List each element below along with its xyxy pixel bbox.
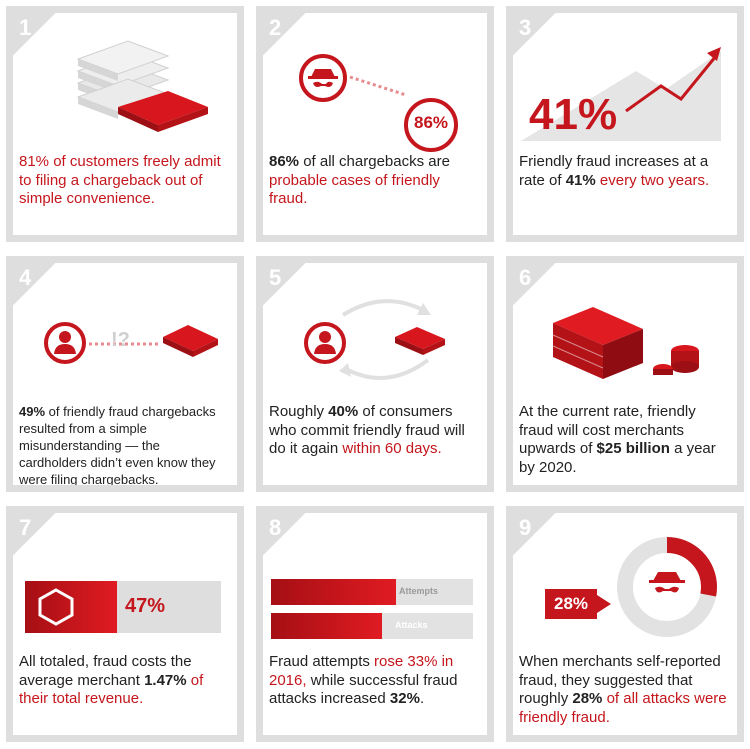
donut-value-label: 28% <box>553 594 589 613</box>
question-mark-label: !? <box>111 329 130 351</box>
box-icon <box>38 588 74 626</box>
stat-card-8: 8 Attempts Attacks Fraud attempts rose 3… <box>256 506 494 742</box>
card-number: 1 <box>19 15 32 40</box>
stat-highlight-text: of their total revenue. <box>19 671 204 708</box>
attempts-bar-label: Attempts <box>399 586 439 596</box>
stat-text: of consumers who commit friendly fraud w… <box>269 403 465 457</box>
cycle-arrows-icon <box>339 299 431 380</box>
stat-text: Friendly fraud increases at a rate of <box>519 153 709 189</box>
stat-text: All totaled, fraud costs the average mer… <box>19 653 192 689</box>
fraudster-icon <box>649 572 685 593</box>
growth-big-label: 41% <box>529 90 618 139</box>
connector-line <box>349 75 407 97</box>
stat-card-3: 3 41% Friendly fraud increases at a rate… <box>506 6 744 242</box>
stat-text: while successful fraud attacks increased <box>269 671 458 708</box>
user-icon <box>44 322 86 364</box>
stat-text: a year by 2020. <box>519 440 716 476</box>
card-number: 4 <box>19 265 32 290</box>
money-stack-icon <box>552 307 699 379</box>
stat-text: . <box>419 690 425 707</box>
stat-text: Roughly <box>269 403 329 420</box>
card-icon <box>395 327 445 355</box>
stat-highlight-text: rose 33% in 2016, <box>269 653 454 689</box>
stat-highlight-text: probable cases of friendly fraud. <box>269 171 440 208</box>
attempts-bar-track: Attempts <box>271 579 473 605</box>
card-number: 9 <box>519 515 532 540</box>
stat-card-2: 2 86% 86% of all chargebacks are probabl… <box>256 6 494 242</box>
donut-chart <box>617 537 717 637</box>
stat-text: of friendly fraud chargebacks resulted f… <box>19 404 216 487</box>
stat-text: When merchants self-reported fraud, they… <box>519 653 721 707</box>
badge-pointer <box>597 595 611 613</box>
card-text: Friendly fraud increases at a rate of 41… <box>519 153 731 190</box>
stat-card-9: 9 28% When merchants self-reported fraud… <box>506 506 744 742</box>
stat-highlight-text: of all attacks were friendly fraud. <box>519 690 727 726</box>
card-number: 6 <box>519 265 532 290</box>
stat-highlight: 49% <box>19 404 46 419</box>
revenue-bar-track <box>25 581 221 633</box>
stat-text: of customers freely admit to filing a ch… <box>19 153 221 207</box>
donut-value-badge: 28% <box>545 589 597 619</box>
revenue-bar-label: 47% <box>125 595 166 617</box>
percent-circle-icon <box>404 98 458 152</box>
card-text: Roughly 40% of consumers who commit frie… <box>269 403 481 459</box>
stat-text: of all chargebacks are <box>299 153 450 170</box>
stat-text: At the current rate, friendly fraud will… <box>519 403 696 457</box>
card-text: When merchants self-reported fraud, they… <box>519 653 731 727</box>
card-number: 8 <box>269 515 282 540</box>
stat-card-1: 1 81% of customers freely admit to filin… <box>6 6 244 242</box>
stat-highlight: 41% <box>565 171 596 189</box>
card-text: 81% of customers freely admit to filing … <box>19 153 231 209</box>
attacks-bar-label: Attacks <box>395 620 428 630</box>
stat-highlight-text: every two years. <box>595 171 710 189</box>
attacks-bar-track: Attacks <box>271 613 473 639</box>
stat-highlight-text: within 60 days. <box>342 440 442 457</box>
card-icon <box>163 325 218 357</box>
stat-text: Fraud attempts <box>269 653 375 670</box>
card-text: 49% of friendly fraud chargebacks result… <box>19 403 231 487</box>
stat-card-4: 4 !? 49% of friendly fraud chargebacks r… <box>6 256 244 492</box>
card-text: Fraud attempts rose 33% in 2016, while s… <box>269 653 481 709</box>
card-number: 5 <box>269 265 282 290</box>
stat-card-5: 5 Roughly 40% of consumers who commit fr… <box>256 256 494 492</box>
stat-highlight: 1.47% <box>144 671 187 689</box>
stat-highlight: 32% <box>389 690 420 707</box>
stat-highlight: 86% <box>269 153 300 170</box>
card-number: 2 <box>269 15 282 40</box>
card-number: 3 <box>519 15 532 40</box>
stat-highlight: 81% <box>19 153 50 170</box>
growth-area-icon <box>521 47 721 141</box>
user-icon <box>304 322 346 364</box>
stat-card-6: 6 At the current rate, friendly fraud wi… <box>506 256 744 492</box>
card-text: All totaled, fraud costs the average mer… <box>19 653 231 709</box>
stat-highlight: 28% <box>572 690 603 707</box>
stat-highlight: $25 billion <box>596 440 670 457</box>
percent-circle-label: 86% <box>413 113 449 132</box>
card-text: 86% of all chargebacks are probable case… <box>269 153 481 209</box>
attacks-bar-fill <box>271 613 383 639</box>
card-stack-icon <box>76 40 208 132</box>
attempts-bar-fill <box>271 579 397 605</box>
card-number: 7 <box>19 515 32 540</box>
stat-card-7: 7 47% All totaled, fraud costs the avera… <box>6 506 244 742</box>
donut-slice <box>617 537 717 637</box>
stat-highlight: 40% <box>328 403 359 420</box>
fraudster-icon <box>299 54 347 102</box>
card-text: At the current rate, friendly fraud will… <box>519 403 731 477</box>
